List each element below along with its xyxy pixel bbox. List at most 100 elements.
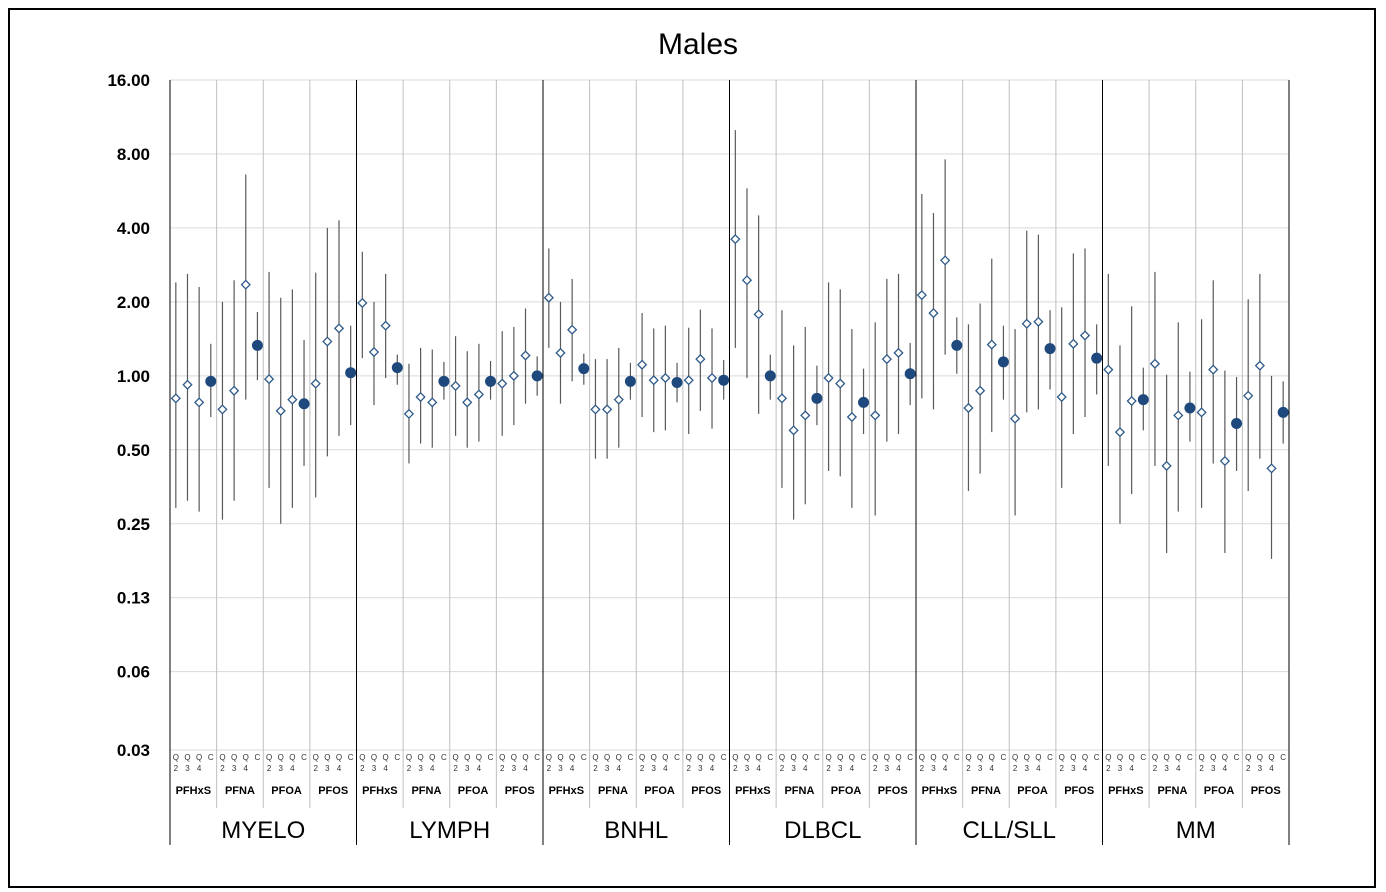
quartile-estimate-marker [508,370,519,381]
quartile-estimate-marker [310,378,321,389]
point-label: Q [371,753,377,762]
point-label: C [1280,753,1286,762]
chemical-label: PFNA [411,785,441,797]
continuous-estimate-marker [1137,394,1149,406]
point-label: Q [697,753,703,762]
point-label: Q [639,753,645,762]
chemical-label: PFOS [691,785,721,797]
quartile-estimate-marker [1056,391,1067,403]
quartile-estimate-marker [322,336,333,347]
quartile-estimate-marker [683,375,694,386]
point-label: Q [429,753,435,762]
quartile-estimate-marker [555,347,566,359]
point-label-sub: 3 [558,764,563,773]
point-label-sub: 2 [920,764,925,773]
point-label: Q [1163,753,1169,762]
point-label: Q [219,753,225,762]
continuous-estimate-marker [438,375,450,387]
point-label: Q [406,753,412,762]
chemical-label: PFOA [644,785,675,797]
point-label-sub: 2 [360,764,365,773]
point-label-sub: 3 [465,764,470,773]
quartile-estimate-marker [916,290,927,301]
quartile-estimate-marker [1103,364,1114,375]
point-label: C [721,753,727,762]
chemical-label: PFOS [1064,785,1094,797]
point-label: Q [977,753,983,762]
point-label-sub: 4 [756,764,761,773]
quartile-estimate-marker [660,372,671,384]
point-label: C [1140,753,1146,762]
chemical-label: PFOA [1204,785,1235,797]
chemical-label: PFHxS [922,785,957,797]
point-label-sub: 3 [372,764,377,773]
point-label: Q [802,753,808,762]
chemical-label: PFOS [318,785,348,797]
point-label: Q [1070,753,1076,762]
point-label: Q [266,753,272,762]
point-label-sub: 2 [733,764,738,773]
point-label-sub: 2 [500,764,505,773]
y-tick-label: 8.00 [117,145,150,164]
quartile-estimate-marker [835,378,846,389]
group-label: MYELO [221,817,305,844]
continuous-estimate-marker [298,398,310,410]
point-label: Q [616,753,622,762]
quartile-estimate-marker [974,385,986,396]
group-label: LYMPH [409,817,490,844]
point-label: Q [289,753,295,762]
point-label: C [441,753,447,762]
quartile-estimate-marker [1021,318,1032,329]
point-label: C [1047,753,1053,762]
point-label: C [954,753,960,762]
point-label: Q [313,753,319,762]
point-label: Q [511,753,517,762]
point-label-sub: 3 [325,764,330,773]
point-label: Q [1105,753,1111,762]
continuous-estimate-marker [951,339,963,351]
point-label: C [767,753,773,762]
quartile-estimate-marker [823,372,834,384]
point-label-sub: 3 [791,764,796,773]
point-label-sub: 2 [826,764,831,773]
quartile-estimate-marker [1219,455,1231,467]
quartile-estimate-marker [881,353,892,365]
continuous-estimate-marker [671,376,683,388]
continuous-estimate-marker [485,375,497,387]
point-label-sub: 2 [966,764,971,773]
point-label-sub: 4 [990,764,995,773]
quartile-estimate-marker [182,379,193,390]
point-label: Q [989,753,995,762]
continuous-estimate-marker [205,375,217,387]
point-label-sub: 3 [1118,764,1123,773]
point-label-sub: 4 [1129,764,1134,773]
continuous-estimate-marker [531,370,543,382]
point-label-sub: 2 [780,764,785,773]
point-label: Q [709,753,715,762]
point-label: Q [942,753,948,762]
point-label: Q [522,753,528,762]
quartile-estimate-marker [1161,460,1172,472]
group-label: BNHL [604,817,668,844]
point-label-sub: 4 [1083,764,1088,773]
point-label: Q [1024,753,1030,762]
chart-title: Males [658,28,738,61]
quartile-estimate-marker [776,393,788,404]
point-label: Q [919,753,925,762]
point-label-sub: 3 [1025,764,1030,773]
point-label: Q [499,753,505,762]
quartile-estimate-marker [1149,358,1161,369]
point-label-sub: 2 [1013,764,1018,773]
point-label: Q [278,753,284,762]
quartile-estimate-marker [1079,330,1091,341]
y-tick-label: 1.00 [117,367,150,386]
point-label: C [581,753,587,762]
quartile-estimate-marker [800,410,811,421]
quartile-estimate-marker [1068,338,1079,349]
group-label: DLBCL [784,817,861,844]
point-label: Q [884,753,890,762]
chemical-label: PFHxS [362,785,397,797]
quartile-estimate-marker [217,404,228,415]
point-label: Q [1152,753,1158,762]
continuous-estimate-marker [391,362,403,374]
